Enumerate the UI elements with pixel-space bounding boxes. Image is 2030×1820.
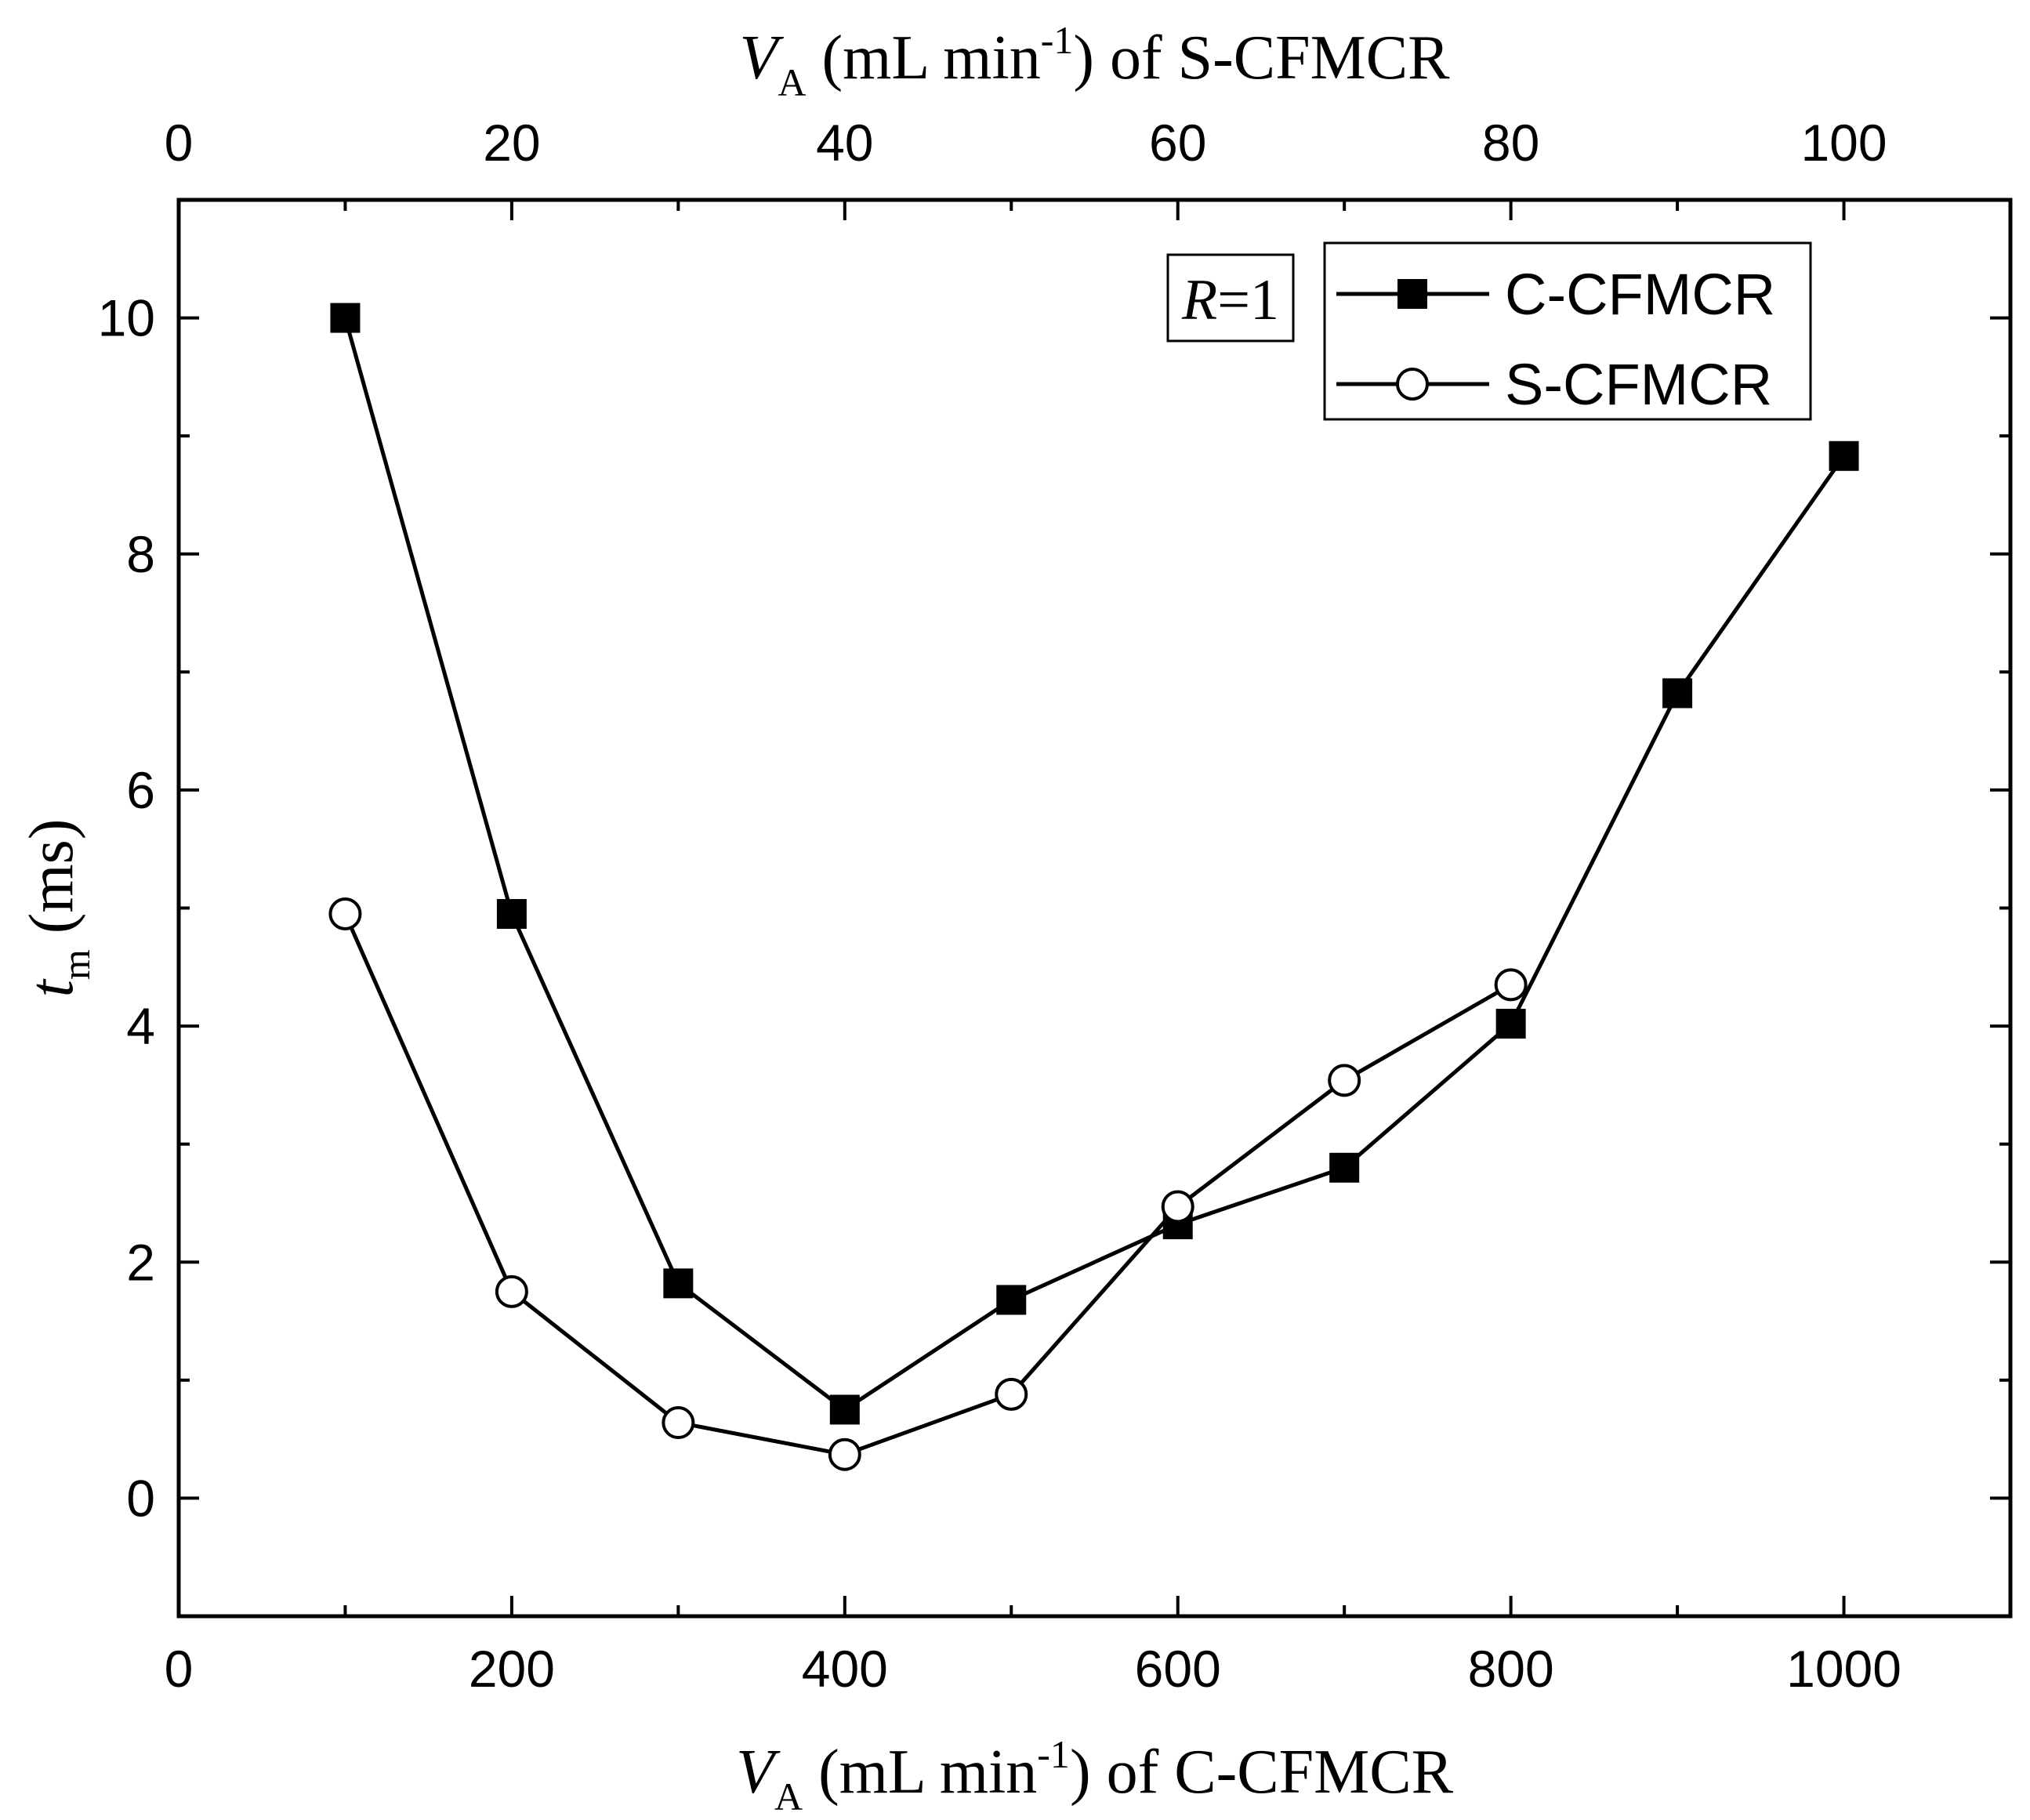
x-axis-title-unit-post: ) of C-CFMCR: [1070, 1738, 1454, 1807]
x-tick-label: 0: [165, 1640, 194, 1698]
data-point-s-cfmcr: [328, 897, 362, 931]
data-point-s-cfmcr: [1161, 1190, 1194, 1224]
data-point-s-cfmcr: [1494, 968, 1528, 1002]
r-annotation-text: R=1: [1181, 268, 1279, 332]
data-point-c-cfmcr: [996, 1285, 1027, 1315]
y-tick-label: 2: [126, 1233, 155, 1291]
x2-tick-label: 80: [1482, 114, 1539, 172]
data-point-c-cfmcr: [1329, 1152, 1360, 1183]
data-point-c-cfmcr: [1495, 1009, 1526, 1039]
x2-tick-label: 100: [1800, 114, 1887, 172]
x-tick-label: 800: [1468, 1640, 1554, 1698]
data-point-c-cfmcr: [330, 303, 361, 333]
x-tick-label: 200: [469, 1640, 555, 1698]
data-point-c-cfmcr: [496, 899, 527, 930]
r-annotation-box: [1166, 253, 1295, 343]
x2-axis-title-unit-post: ) of S-CFMCR: [1073, 24, 1450, 92]
x2-axis-title-sub: A: [778, 60, 806, 104]
y-axis-title-var: t: [17, 978, 86, 997]
x2-axis-title-unit-pre: (mL min: [806, 24, 1040, 92]
x2-axis-title-var: V: [740, 24, 785, 92]
y-tick-label: 6: [126, 761, 155, 819]
x2-axis-title-sup: -1: [1041, 18, 1074, 62]
axis-ticks: [177, 198, 2012, 1618]
data-point-s-cfmcr: [828, 1438, 861, 1471]
legend-marker-s-cfmcr: [1396, 368, 1429, 401]
y-axis-title-unit: (ms): [17, 819, 86, 950]
r-annotation-value: =1: [1217, 268, 1279, 332]
x-axis-title-var: V: [736, 1738, 781, 1807]
x-axis-title-sup: -1: [1037, 1732, 1070, 1776]
y-axis-title-sub: m: [54, 949, 98, 980]
data-point-s-cfmcr: [995, 1377, 1028, 1411]
y-tick-label: 0: [126, 1469, 155, 1527]
series-markers: [328, 303, 1859, 1471]
data-point-s-cfmcr: [662, 1406, 695, 1440]
legend-label-s-cfmcr: S-CFMCR: [1505, 352, 1772, 417]
y-tick-label: 8: [126, 525, 155, 583]
y-tick-label: 4: [126, 997, 155, 1055]
x-axis-title: VA (mL min-1) of C-CFMCR: [736, 1732, 1453, 1818]
x-tick-label: 400: [802, 1640, 888, 1698]
x2-tick-label: 20: [483, 114, 540, 172]
x2-tick-label: 0: [165, 114, 194, 172]
y-axis-title: tm (ms): [17, 819, 98, 998]
data-point-c-cfmcr: [829, 1394, 860, 1425]
legend-items: [1336, 279, 1489, 401]
r-annotation-var: R: [1181, 268, 1217, 332]
x-axis-title-unit-pre: (mL min: [803, 1738, 1037, 1807]
data-point-c-cfmcr: [1662, 678, 1693, 709]
series-line-c-cfmcr: [343, 317, 1846, 1412]
plot-frame: [176, 198, 2013, 1619]
data-point-c-cfmcr: [663, 1268, 694, 1299]
r-annotation: R=1: [1166, 253, 1295, 343]
data-point-c-cfmcr: [1829, 440, 1859, 471]
x2-tick-label: 60: [1149, 114, 1206, 172]
data-point-s-cfmcr: [495, 1274, 528, 1308]
x-tick-label: 1000: [1786, 1640, 1901, 1698]
series-line-s-cfmcr: [343, 913, 1512, 1457]
legend-label-c-cfmcr: C-CFMCR: [1505, 262, 1775, 327]
x-axis-title-sub: A: [774, 1775, 803, 1818]
data-point-s-cfmcr: [1328, 1064, 1361, 1097]
legend: C-CFMCR S-CFMCR: [1323, 241, 1812, 421]
series-lines: [343, 317, 1846, 1457]
y-tick-label: 10: [98, 289, 155, 347]
x2-axis-title: VA (mL min-1) of S-CFMCR: [740, 18, 1451, 104]
x2-tick-label: 40: [816, 114, 873, 172]
legend-marker-c-cfmcr: [1397, 279, 1427, 309]
x-tick-label: 600: [1135, 1640, 1221, 1698]
